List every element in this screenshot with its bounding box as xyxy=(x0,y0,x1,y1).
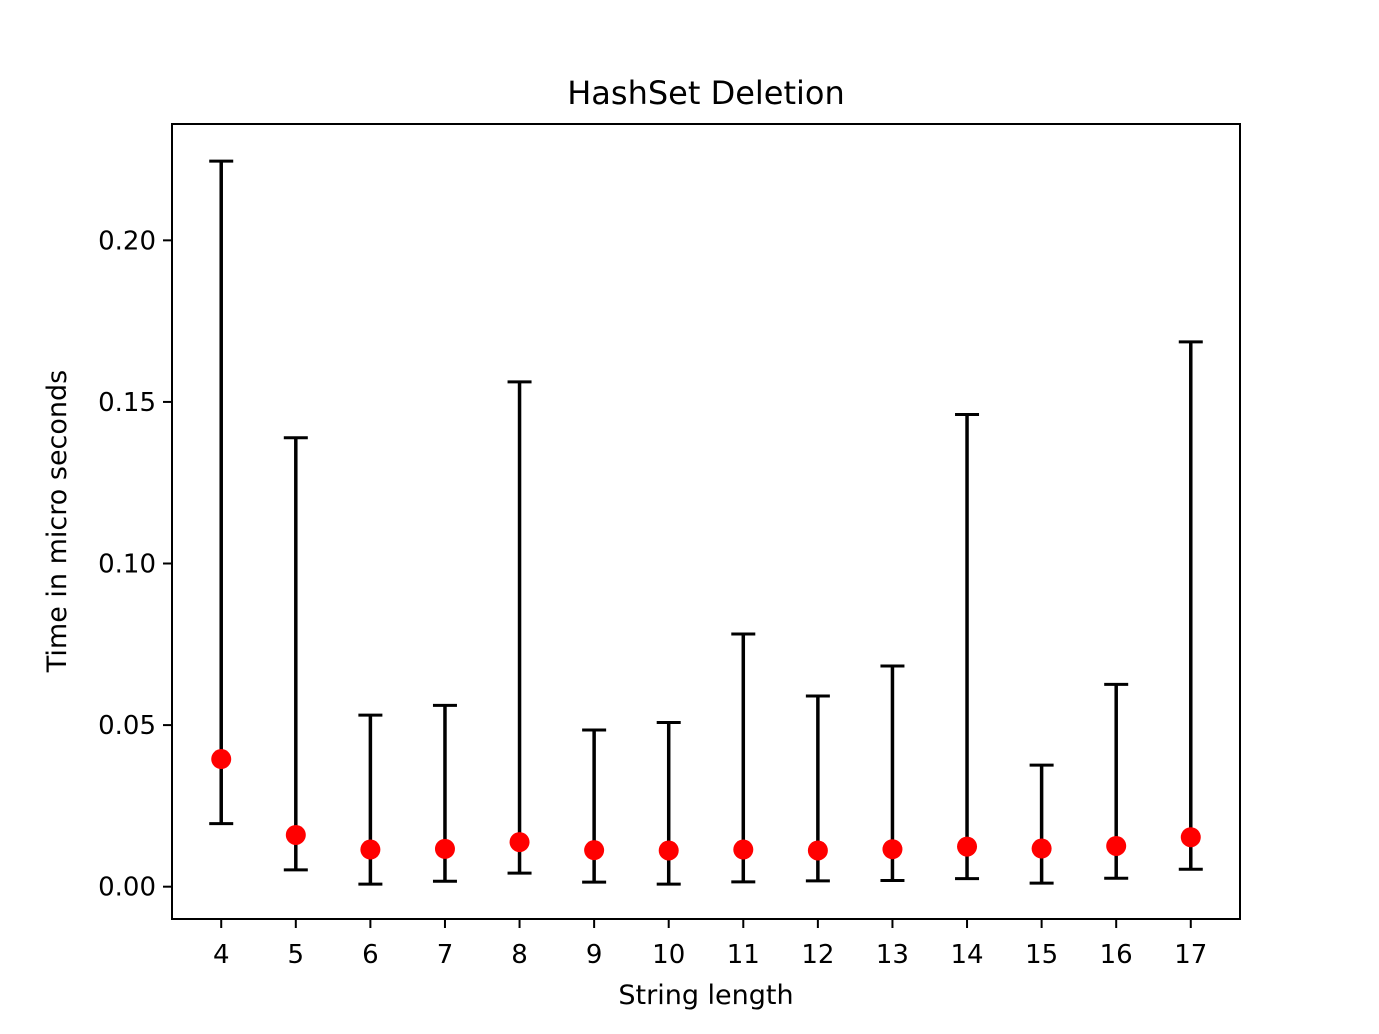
data-point xyxy=(584,840,605,861)
x-tick-label: 12 xyxy=(801,940,834,970)
x-tick-label: 16 xyxy=(1100,940,1133,970)
x-tick-label: 6 xyxy=(362,940,379,970)
x-tick-label: 17 xyxy=(1174,940,1207,970)
x-tick-label: 8 xyxy=(511,940,528,970)
data-point xyxy=(807,840,828,861)
y-axis-label: Time in micro seconds xyxy=(42,370,73,673)
axes-frame xyxy=(171,123,1241,920)
data-point xyxy=(211,749,232,770)
x-tick-label: 14 xyxy=(950,940,983,970)
x-tick-label: 10 xyxy=(652,940,685,970)
y-tick-label: 0.15 xyxy=(98,388,156,418)
chart-title: HashSet Deletion xyxy=(567,74,845,112)
data-point xyxy=(434,838,455,859)
data-point xyxy=(733,839,754,860)
x-tick-label: 4 xyxy=(213,940,230,970)
x-tick-label: 5 xyxy=(288,940,305,970)
x-tick-label: 7 xyxy=(437,940,454,970)
data-point xyxy=(1106,835,1127,856)
data-point xyxy=(285,824,306,845)
x-axis: 4 5 6 7 8 9 10 11 12 13 14 15 16 17 xyxy=(213,919,1207,970)
data-point xyxy=(957,836,978,857)
y-axis: 0.00 0.05 0.10 0.15 0.20 xyxy=(98,226,172,903)
data-point xyxy=(1180,827,1201,848)
y-tick-label: 0.10 xyxy=(98,550,156,580)
x-tick-label: 9 xyxy=(586,940,603,970)
y-tick-label: 0.05 xyxy=(98,711,156,741)
data-point xyxy=(509,832,530,853)
data-point xyxy=(882,839,903,860)
x-tick-label: 15 xyxy=(1025,940,1058,970)
y-tick-label: 0.20 xyxy=(98,226,156,256)
x-axis-label: String length xyxy=(618,980,793,1011)
x-tick-label: 13 xyxy=(876,940,909,970)
data-point xyxy=(1031,838,1052,859)
data-point xyxy=(360,839,381,860)
y-tick-label: 0.00 xyxy=(98,873,156,903)
data-point xyxy=(658,840,679,861)
plot-area xyxy=(209,159,1203,886)
x-tick-label: 11 xyxy=(727,940,760,970)
